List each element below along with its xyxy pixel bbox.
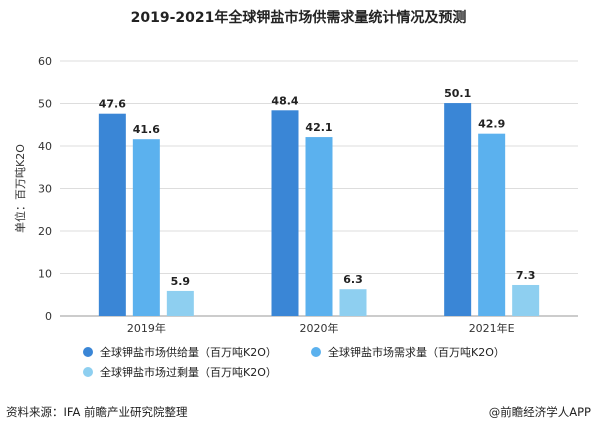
bar xyxy=(478,133,506,316)
bar xyxy=(339,289,367,316)
bar xyxy=(271,110,299,316)
y-tick-label: 50 xyxy=(38,98,52,111)
data-label: 41.6 xyxy=(133,123,160,136)
data-label: 48.4 xyxy=(271,94,298,107)
data-label: 6.3 xyxy=(343,273,363,286)
data-label: 42.1 xyxy=(305,121,332,134)
data-label: 42.9 xyxy=(478,118,505,131)
bar xyxy=(132,139,160,316)
legend-marker xyxy=(83,367,93,377)
bar xyxy=(98,113,126,316)
bar xyxy=(444,103,472,316)
legend-marker xyxy=(311,347,321,357)
y-tick-label: 10 xyxy=(38,268,52,281)
legend-label: 全球钾盐市场供给量（百万吨K2O） xyxy=(100,345,277,359)
bar xyxy=(305,137,333,316)
data-label: 47.6 xyxy=(99,98,126,111)
y-tick-label: 60 xyxy=(38,55,52,68)
x-tick-label: 2021年E xyxy=(469,321,515,335)
legend-label: 全球钾盐市场过剩量（百万吨K2O） xyxy=(100,365,277,379)
data-label: 50.1 xyxy=(444,87,471,100)
y-tick-label: 20 xyxy=(38,225,52,238)
y-tick-label: 30 xyxy=(38,183,52,196)
data-label: 5.9 xyxy=(171,275,191,288)
source-note: 资料来源：IFA 前瞻产业研究院整理 xyxy=(6,405,188,419)
bar-chart: 0 10 20 30 40 50 60 单位：百万吨K2O 47.6 41.6 5.9 2019年 48… xyxy=(13,55,578,379)
brand-credit: @前瞻经济学人APP xyxy=(488,405,591,419)
chart-title: 2019-2021年全球钾盐市场供需求量统计情况及预测 xyxy=(130,10,467,26)
bar xyxy=(512,284,540,316)
x-tick-label: 2020年 xyxy=(300,321,339,335)
bar xyxy=(166,290,194,316)
legend-label: 全球钾盐市场需求量（百万吨K2O） xyxy=(328,345,505,359)
footer: 资料来源：IFA 前瞻产业研究院整理 @前瞻经济学人APP xyxy=(0,400,597,433)
y-axis-label: 单位：百万吨K2O xyxy=(13,144,27,233)
legend-marker xyxy=(83,347,93,357)
y-tick-label: 40 xyxy=(38,140,52,153)
data-label: 7.3 xyxy=(516,269,536,282)
y-tick-label: 0 xyxy=(45,310,52,323)
x-tick-label: 2019年 xyxy=(127,321,166,335)
